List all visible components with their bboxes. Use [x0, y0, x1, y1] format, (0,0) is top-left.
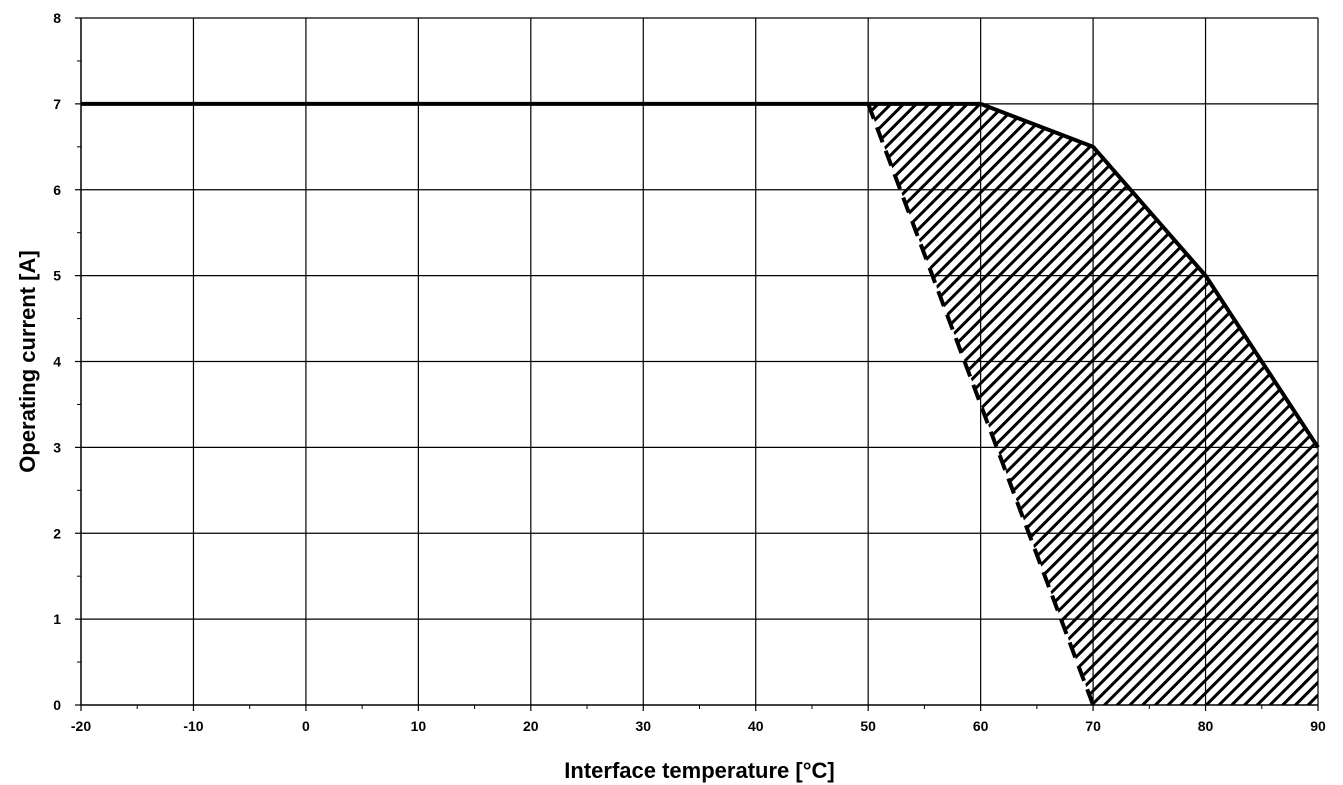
y-tick-label: 2	[53, 525, 61, 541]
x-tick-label: 80	[1198, 718, 1214, 734]
x-tick-label: -20	[71, 718, 91, 734]
y-tick-label: 7	[53, 96, 61, 112]
hatched-region-layer	[868, 103, 1318, 705]
y-tick-label: 8	[53, 10, 61, 26]
y-tick-label: 6	[53, 182, 61, 198]
series-layer	[81, 101, 1320, 706]
x-tick-label: 10	[411, 718, 427, 734]
y-tick-label: 0	[53, 697, 61, 713]
x-tick-label: 60	[973, 718, 989, 734]
x-tick-label: 50	[860, 718, 876, 734]
x-axis-title: Interface temperature [°C]	[564, 758, 834, 783]
x-tick-label: 90	[1310, 718, 1326, 734]
solid-series-line	[81, 101, 1320, 449]
axes	[75, 17, 1319, 711]
dashed-series-line	[866, 103, 1095, 706]
y-tick-label: 1	[53, 611, 61, 627]
y-axis-title: Operating current [A]	[15, 250, 40, 472]
x-tick-label: 0	[302, 718, 310, 734]
y-tick-label: 5	[53, 268, 61, 284]
tick-labels: -20 -10 0 10 20 30 40 50 60 70 80 90 0 1 2 3 4 5 6 7 8	[53, 10, 1326, 734]
x-tick-label: 20	[523, 718, 539, 734]
x-tick-label: 40	[748, 718, 764, 734]
y-tick-label: 3	[53, 439, 61, 455]
hatched-region	[868, 103, 1318, 705]
x-tick-label: 70	[1085, 718, 1101, 734]
x-tick-label: 30	[635, 718, 651, 734]
x-tick-label: -10	[183, 718, 203, 734]
y-tick-label: 4	[53, 354, 61, 370]
